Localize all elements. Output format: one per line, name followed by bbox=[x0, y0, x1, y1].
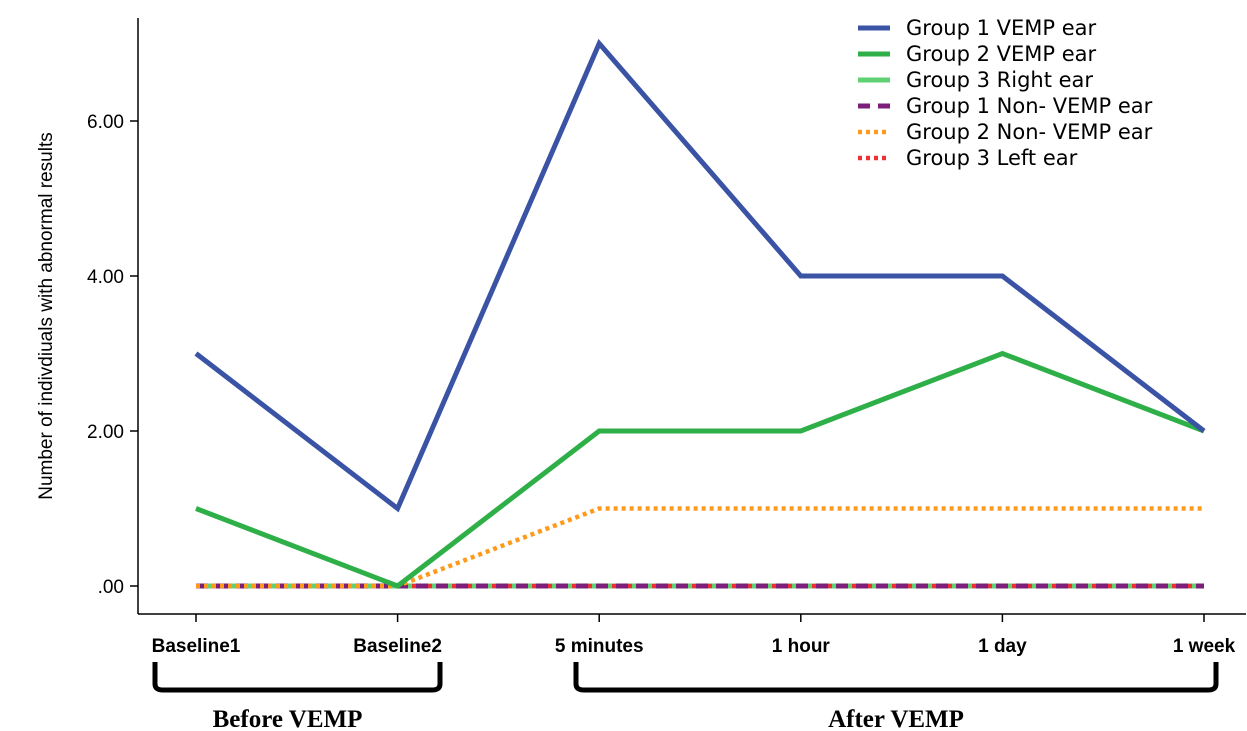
x-ticks: Baseline1 Baseline2 5 minutes 1 hour 1 day 1 … bbox=[152, 614, 1236, 657]
bracket-label: After VEMP bbox=[828, 706, 964, 731]
y-tick-label: 2.00 bbox=[87, 422, 124, 443]
x-tick-label: 5 minutes bbox=[555, 636, 644, 657]
legend-label: Group 1 Non- VEMP ear bbox=[906, 94, 1153, 118]
y-tick-label: 4.00 bbox=[87, 267, 124, 288]
y-axis-label: Number of indivdiuals with abnormal resu… bbox=[36, 132, 57, 500]
y-tick-label: .00 bbox=[98, 577, 124, 598]
legend-label: Group 3 Left ear bbox=[906, 146, 1078, 170]
bracket bbox=[573, 662, 1219, 693]
series-lines bbox=[194, 38, 1206, 589]
y-tick-label: 6.00 bbox=[87, 112, 124, 133]
series-line-group-1-vemp-ear bbox=[194, 38, 1206, 513]
series-line-group-2-vemp-ear bbox=[195, 350, 1205, 589]
legend-label: Group 2 Non- VEMP ear bbox=[906, 120, 1153, 144]
y-ticks: .00 2.00 4.00 6.00 bbox=[87, 112, 138, 598]
category-brackets: Before VEMP After VEMP bbox=[152, 662, 1219, 731]
x-tick-label: 1 day bbox=[978, 636, 1027, 657]
x-tick-label: 1 week bbox=[1173, 636, 1236, 657]
legend-label: Group 2 VEMP ear bbox=[906, 42, 1097, 66]
legend-label: Group 1 VEMP ear bbox=[906, 16, 1097, 40]
x-tick-label: 1 hour bbox=[772, 636, 831, 657]
bracket bbox=[152, 662, 443, 693]
legend-label: Group 3 Right ear bbox=[906, 68, 1093, 92]
series-line-group-2-non-vemp-ear bbox=[196, 506, 1204, 589]
bracket-label: Before VEMP bbox=[213, 706, 363, 731]
axes bbox=[137, 18, 1246, 615]
x-tick-label: Baseline2 bbox=[353, 636, 442, 657]
x-tick-label: Baseline1 bbox=[152, 636, 241, 657]
